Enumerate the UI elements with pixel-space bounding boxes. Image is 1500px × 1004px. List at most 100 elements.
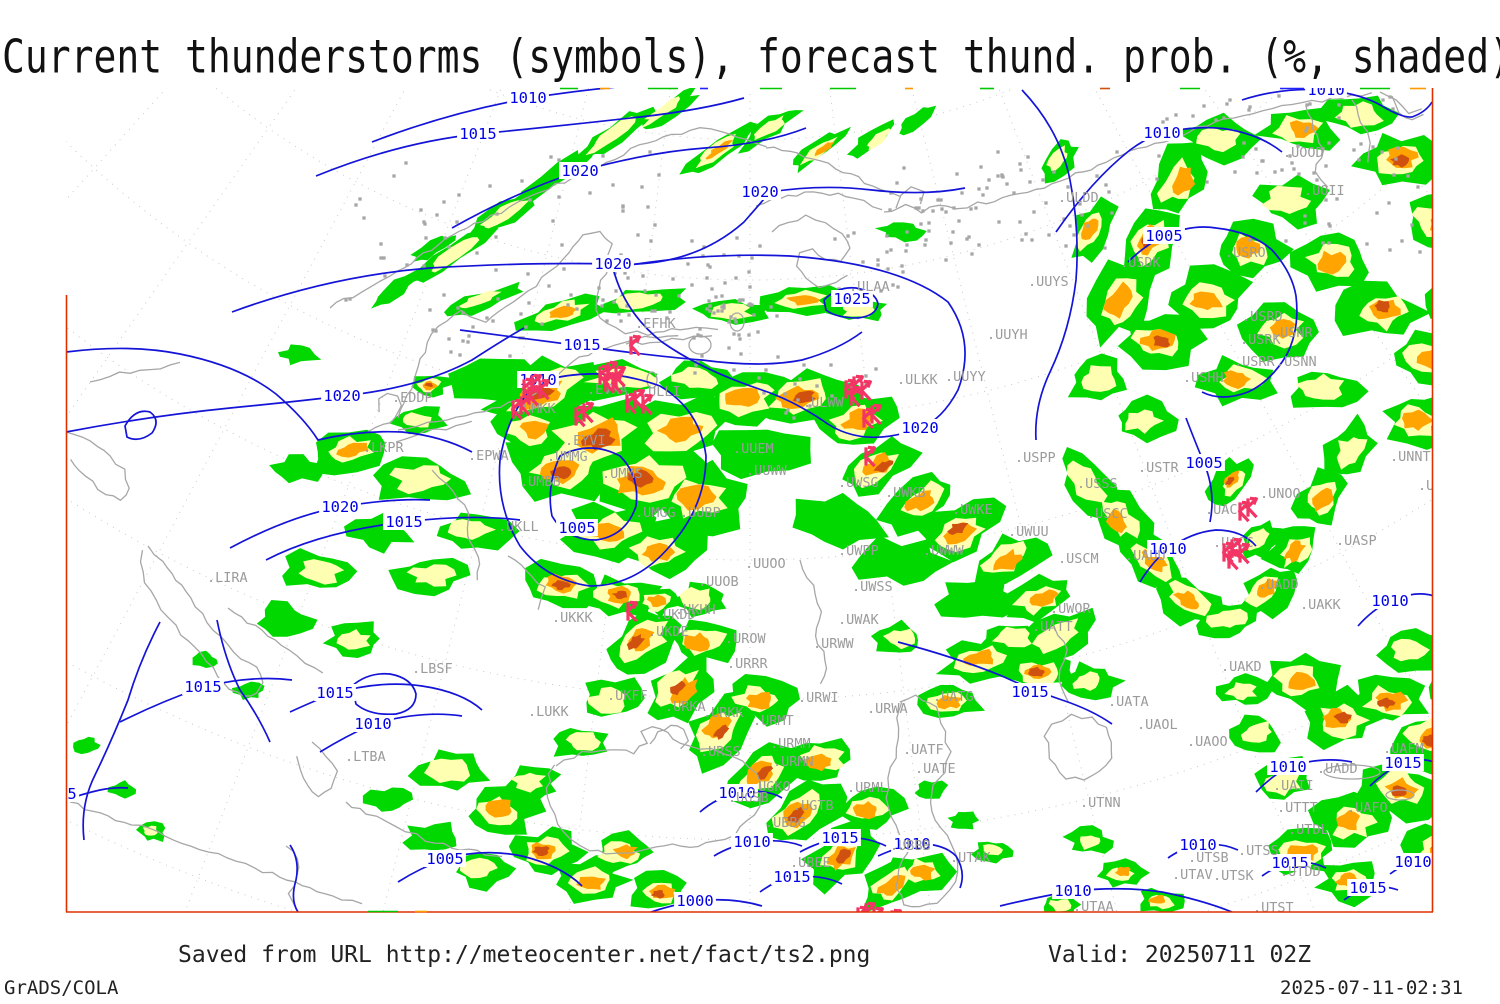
terrain-speckle (914, 206, 918, 210)
terrain-speckle (569, 293, 573, 297)
isobar-label-box (819, 829, 861, 846)
terrain-speckle (708, 265, 712, 269)
terrain-speckle (344, 298, 348, 302)
isobar-label: 1020 (901, 419, 938, 437)
shading-blob (1189, 291, 1223, 311)
station-label: .UNBB (1418, 478, 1459, 494)
terrain-speckle (960, 191, 964, 195)
coastline-path (397, 230, 719, 419)
terrain-speckle (708, 304, 712, 308)
shading-blob (336, 629, 371, 650)
terrain-speckle (560, 243, 564, 247)
station-label: .USTR (1138, 460, 1180, 476)
terrain-speckle (949, 241, 953, 245)
isobar-label: 1015 (821, 829, 858, 847)
shading-blob (851, 535, 954, 586)
coastline-path (1351, 99, 1371, 163)
station-label: .UAUU (1125, 548, 1166, 564)
station-label: .UWSG (838, 475, 879, 491)
terrain-speckle (1352, 148, 1356, 152)
coastline-path (89, 361, 181, 383)
station-label: .UTAA (1073, 899, 1114, 915)
terrain-speckle (1233, 170, 1237, 174)
isobar-label: 1020 (321, 498, 358, 516)
shading-blob (1081, 365, 1117, 392)
station-label: .USSS (1077, 476, 1118, 492)
terrain-speckle (1103, 246, 1107, 250)
shading-blob (656, 416, 704, 443)
lake-outline (646, 371, 658, 389)
terrain-speckle (747, 303, 751, 307)
station-label: .USPP (1015, 450, 1056, 466)
station-label: .UKDE (648, 624, 689, 640)
shading-blob (1080, 835, 1101, 850)
terrain-speckle (1012, 191, 1016, 195)
terrain-speckle (653, 309, 657, 313)
thunderstorm-icon (1227, 548, 1239, 570)
coastline-path (367, 392, 403, 433)
terrain-speckle (588, 191, 592, 195)
terrain-speckle (895, 181, 899, 185)
terrain-speckle (965, 237, 969, 241)
terrain-speckle (640, 185, 644, 189)
station-label: .UAKD (1221, 659, 1262, 675)
station-label: .UUBP (680, 505, 721, 521)
terrain-speckle (1359, 142, 1363, 146)
station-label: .URKK (703, 705, 745, 721)
station-label: .URMM (770, 736, 811, 752)
station-label: .UATT (1032, 619, 1073, 635)
terrain-speckle (1335, 197, 1339, 201)
shading-blob (991, 626, 1032, 648)
terrain-speckle (1157, 154, 1161, 158)
isobar-label-box (561, 336, 603, 353)
isobar-label: 1015 (316, 684, 353, 702)
terrain-speckle (705, 307, 709, 311)
coastline-path (1305, 105, 1329, 188)
shading-blob (910, 864, 936, 881)
coastline-path (507, 555, 547, 610)
terrain-speckle (714, 295, 718, 299)
terrain-speckle (1191, 114, 1195, 118)
shading-blob (1205, 608, 1248, 628)
shading-blob (1066, 460, 1108, 503)
terrain-speckle (927, 221, 931, 225)
station-label: .UMGG (635, 505, 676, 521)
terrain-speckle (527, 301, 531, 305)
terrain-speckle (969, 207, 973, 211)
terrain-speckle (732, 368, 736, 372)
terrain-speckle (467, 334, 471, 338)
terrain-speckle (716, 309, 720, 313)
terrain-speckle (354, 203, 358, 207)
terrain-speckle (707, 299, 711, 303)
terrain-speckle (747, 333, 751, 337)
terrain-speckle (1381, 98, 1385, 102)
shading-blob (1029, 589, 1059, 607)
terrain-speckle (1327, 141, 1331, 145)
terrain-speckle (723, 281, 727, 285)
shading-blob (424, 383, 434, 388)
terrain-speckle (722, 306, 726, 310)
terrain-speckle (494, 235, 498, 239)
shading-blob (1028, 666, 1045, 677)
terrain-speckle (1248, 105, 1252, 109)
shading-blob (947, 522, 969, 535)
terrain-speckle (874, 367, 878, 371)
terrain-speckle (1020, 238, 1024, 242)
terrain-speckle (808, 404, 812, 408)
terrain-speckle (776, 355, 780, 359)
isobar-label: 1010 (718, 784, 755, 802)
station-label: .USDK (1120, 255, 1162, 271)
station-label: .LBSF (412, 661, 453, 677)
isobar-label-box (319, 498, 361, 515)
terrain-speckle (931, 209, 935, 213)
shading-blob (298, 559, 345, 585)
isobar-label: 1015 (385, 513, 422, 531)
terrain-speckle (734, 276, 738, 280)
terrain-speckle (923, 243, 927, 247)
station-label: .UWAK (838, 612, 880, 628)
shading-blob (873, 460, 894, 473)
terrain-speckle (1068, 224, 1072, 228)
station-label: .UNNT (1390, 449, 1431, 465)
station-label: .UKLL (498, 519, 539, 535)
isobar-label-box (739, 183, 781, 200)
